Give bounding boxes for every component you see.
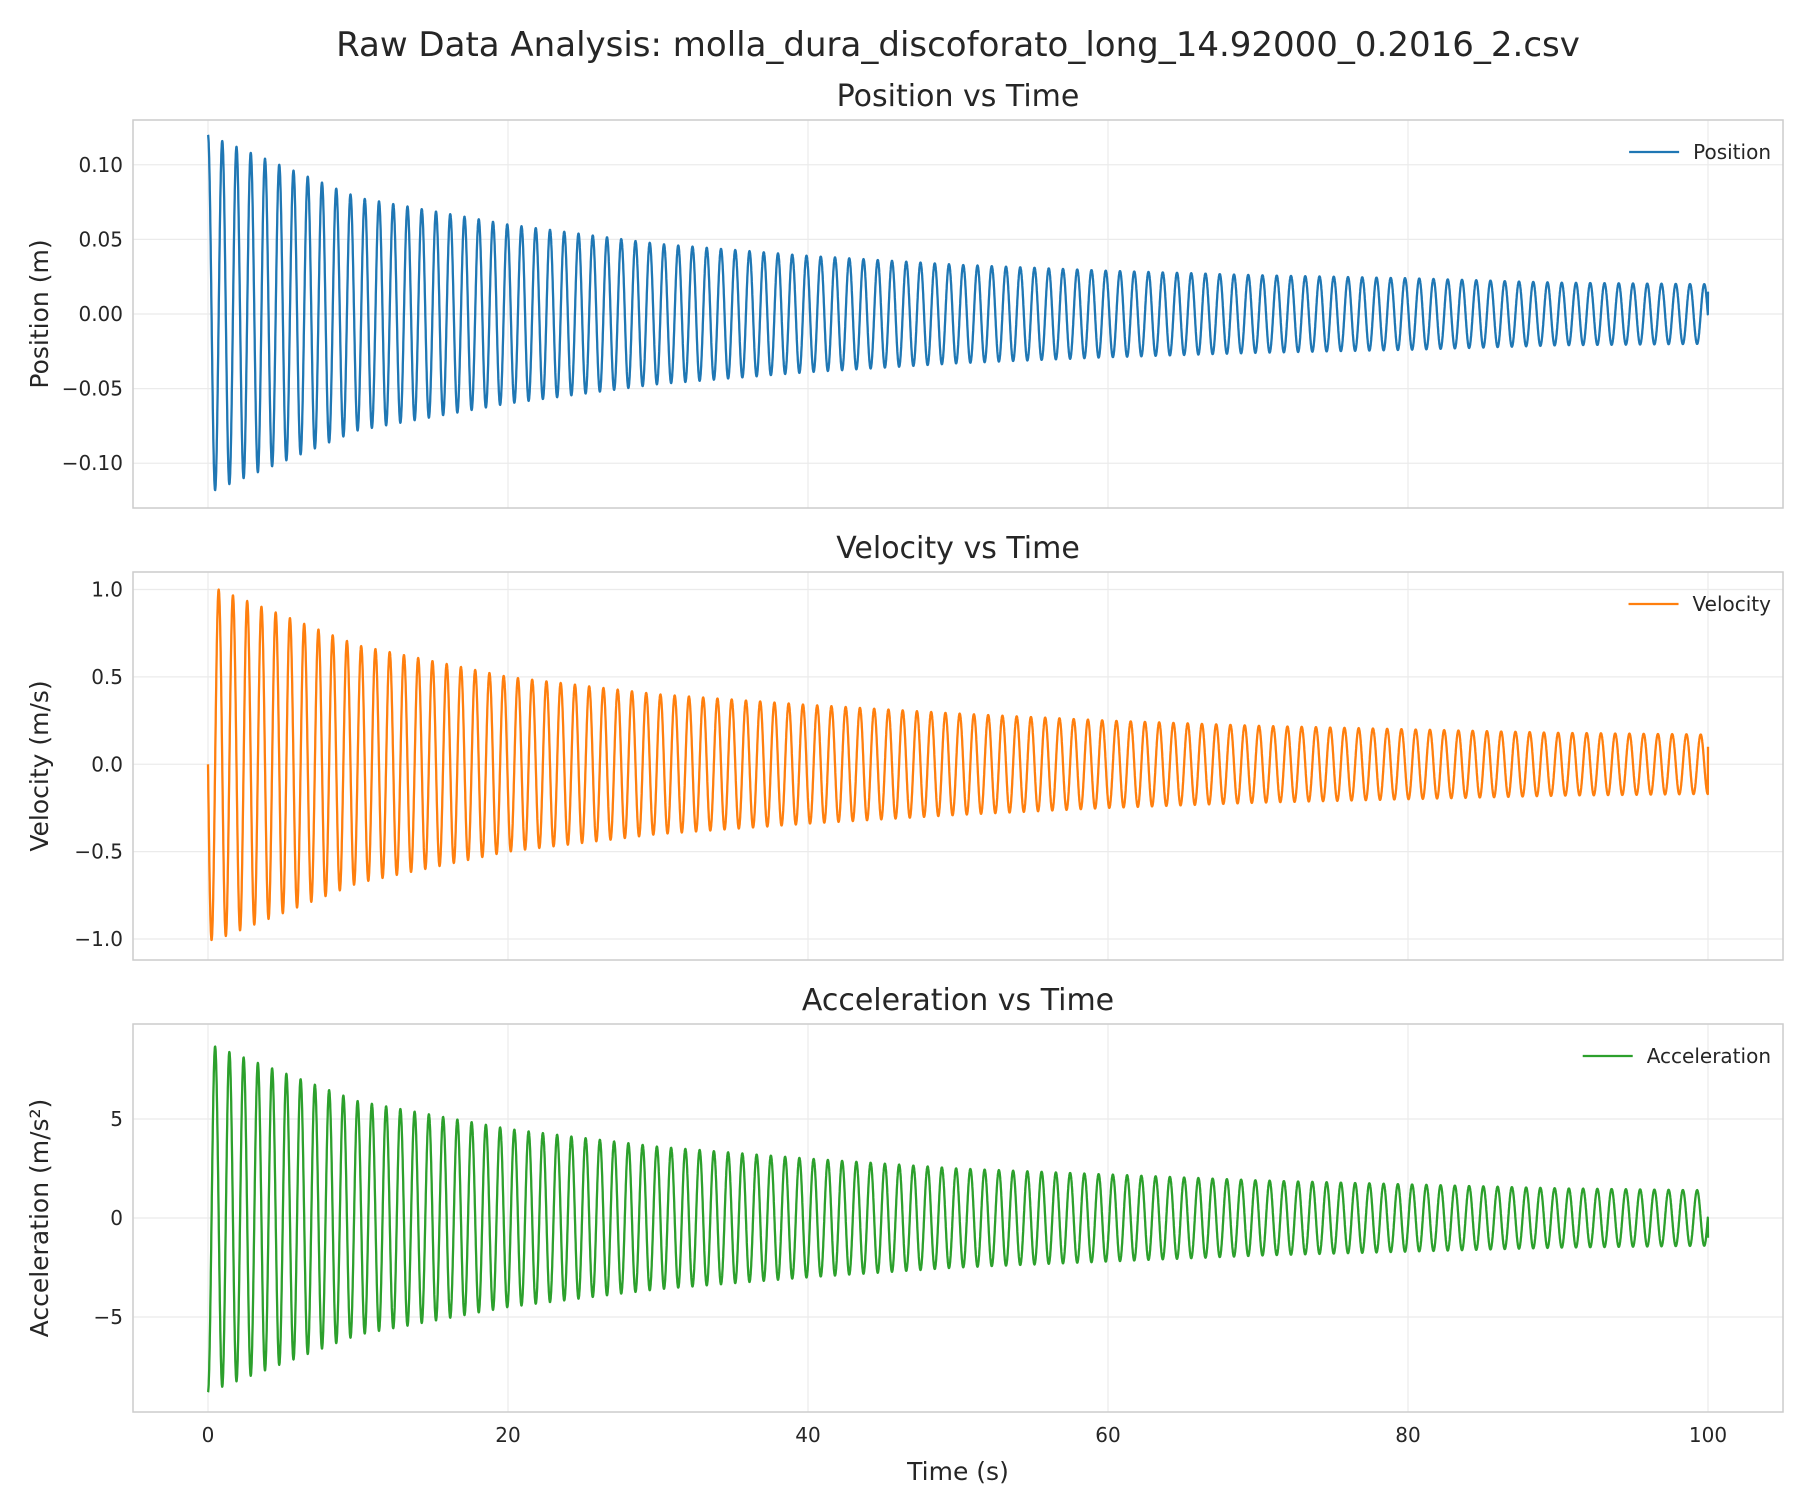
velocity-y-axis-label: Velocity (m/s) (25, 680, 54, 851)
velocity-subplot: Velocity vs Time −1.0 −0.5 0.0 0.5 1.0 Velocit… (25, 531, 1784, 961)
acceleration-subplot: Acceleration vs Time −5 0 5 0 20 40 60 80 100 Acce… (25, 983, 1784, 1486)
acceleration-y-axis-label: Acceleration (m/s²) (25, 1099, 54, 1338)
velocity-axes-background (133, 572, 1783, 960)
acceleration-legend-label: Acceleration (1647, 1044, 1771, 1068)
figure-title: Raw Data Analysis: molla_dura_discoforat… (336, 25, 1580, 65)
position-y-tick-label: 0.05 (78, 227, 123, 251)
velocity-title: Velocity vs Time (836, 531, 1080, 566)
acceleration-title: Acceleration vs Time (802, 983, 1114, 1018)
position-series-line (206, 134, 1710, 492)
subplots: Position vs Time−0.10−0.050.000.050.10Po… (25, 79, 1784, 1486)
acceleration-legend: Acceleration (1582, 1044, 1771, 1068)
position-title: Position vs Time (837, 79, 1080, 114)
position-y-tick-label: −0.05 (62, 377, 123, 401)
position-subplot: Position vs Time −0.10 −0.05 0.00 0.05 0.10 Po… (25, 79, 1784, 509)
acceleration-x-tick-label: 0 (202, 1423, 215, 1447)
velocity-y-tick-label: −1.0 (74, 927, 123, 951)
velocity-series-line (206, 588, 1710, 942)
position-y-axis-label: Position (m) (25, 239, 54, 388)
acceleration-series-line (206, 1045, 1710, 1393)
acceleration-y-tick-label: 0 (110, 1206, 123, 1230)
acceleration-x-tick-label: 40 (795, 1423, 820, 1447)
position-y-tick-label: −0.10 (62, 451, 123, 475)
velocity-legend: Velocity (1628, 592, 1772, 616)
acceleration-x-tick-label: 80 (1395, 1423, 1420, 1447)
velocity-legend-label: Velocity (1693, 592, 1772, 616)
velocity-y-tick-label: 0.5 (91, 665, 123, 689)
position-y-tick-label: 0.00 (78, 302, 123, 326)
velocity-axes-frame (132, 571, 1784, 961)
acceleration-x-tick-label: 20 (495, 1423, 520, 1447)
position-y-tick-label: 0.10 (78, 153, 123, 177)
acceleration-x-axis-label: Time (s) (906, 1457, 1009, 1486)
velocity-y-tick-label: −0.5 (74, 840, 123, 864)
acceleration-x-tick-label: 100 (1689, 1423, 1727, 1447)
position-legend-label: Position (1693, 140, 1771, 164)
position-axes-frame (132, 119, 1784, 509)
acceleration-x-tick-label: 60 (1095, 1423, 1120, 1447)
velocity-y-tick-label: 0.0 (91, 752, 123, 776)
acceleration-axes-frame (132, 1023, 1784, 1413)
velocity-y-tick-label: 1.0 (91, 577, 123, 601)
position-legend: Position (1629, 140, 1771, 164)
acceleration-y-tick-label: 5 (110, 1107, 123, 1131)
acceleration-y-tick-label: −5 (94, 1305, 123, 1329)
